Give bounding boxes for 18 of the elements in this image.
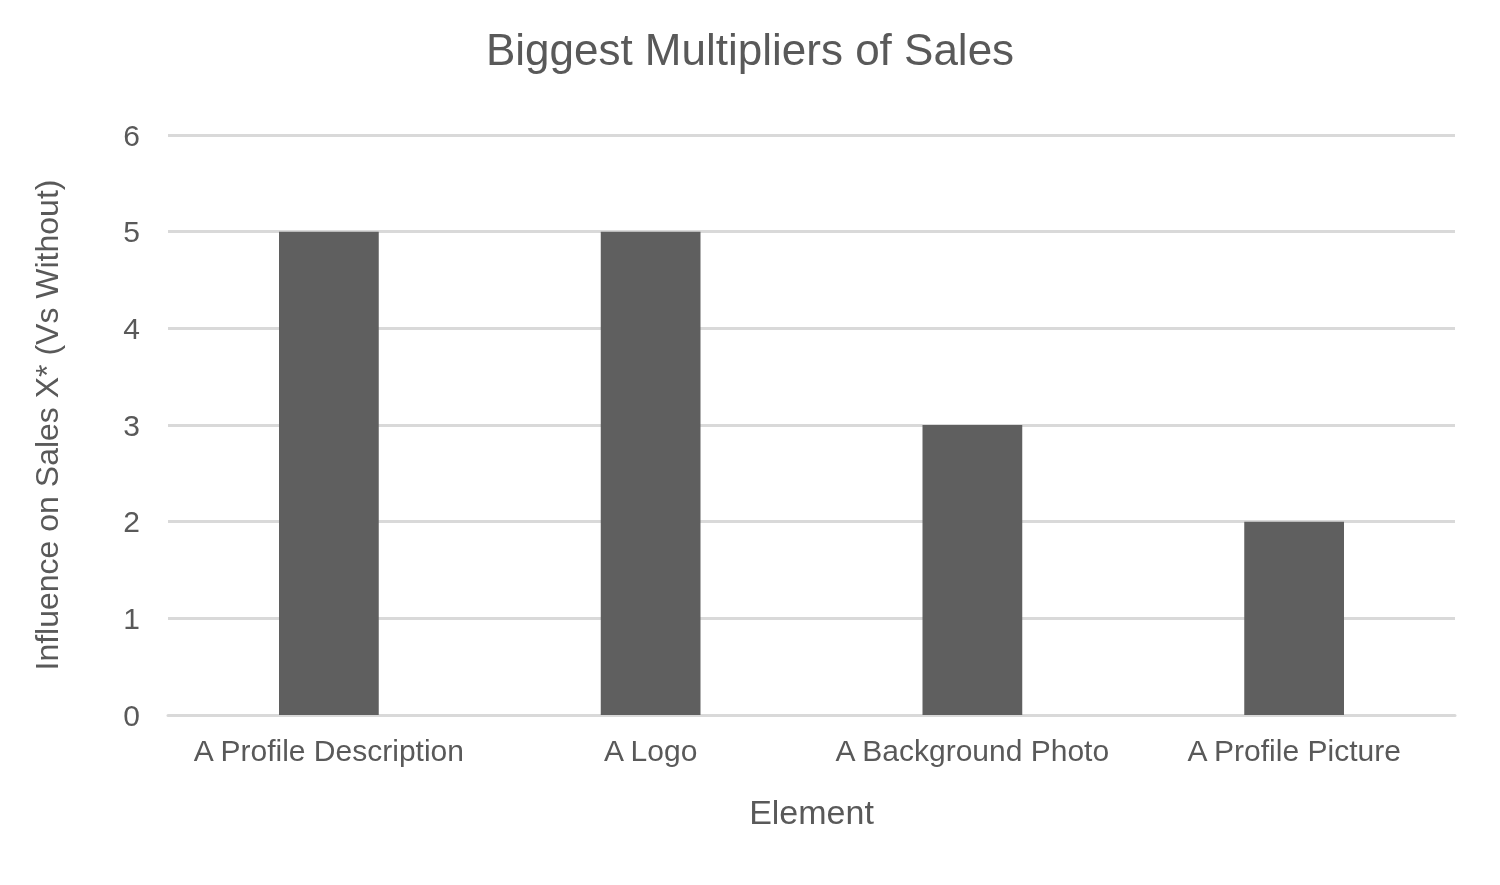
x-tick-label: A Profile Picture: [1187, 733, 1401, 767]
bar: [1244, 521, 1344, 715]
y-axis-title: Influence on Sales X* (Vs Without): [29, 179, 65, 671]
y-tick-label: 0: [123, 698, 140, 732]
x-tick-label: A Profile Description: [193, 733, 464, 767]
y-tick-label: 2: [123, 505, 140, 539]
y-tick-label: 4: [123, 311, 140, 345]
bar: [600, 231, 701, 715]
x-tick-label: A Logo: [603, 733, 698, 767]
y-tick-label: 1: [123, 601, 140, 635]
y-tick-label: 3: [123, 408, 140, 442]
x-tick-label: A Background Photo: [835, 733, 1110, 767]
y-tick-label: 6: [123, 118, 140, 152]
bar: [279, 231, 379, 715]
y-tick-label: 5: [123, 215, 140, 249]
chart-title: Biggest Multipliers of Sales: [485, 24, 1015, 74]
x-axis-title: Element: [749, 793, 875, 831]
bar: [922, 425, 1023, 715]
